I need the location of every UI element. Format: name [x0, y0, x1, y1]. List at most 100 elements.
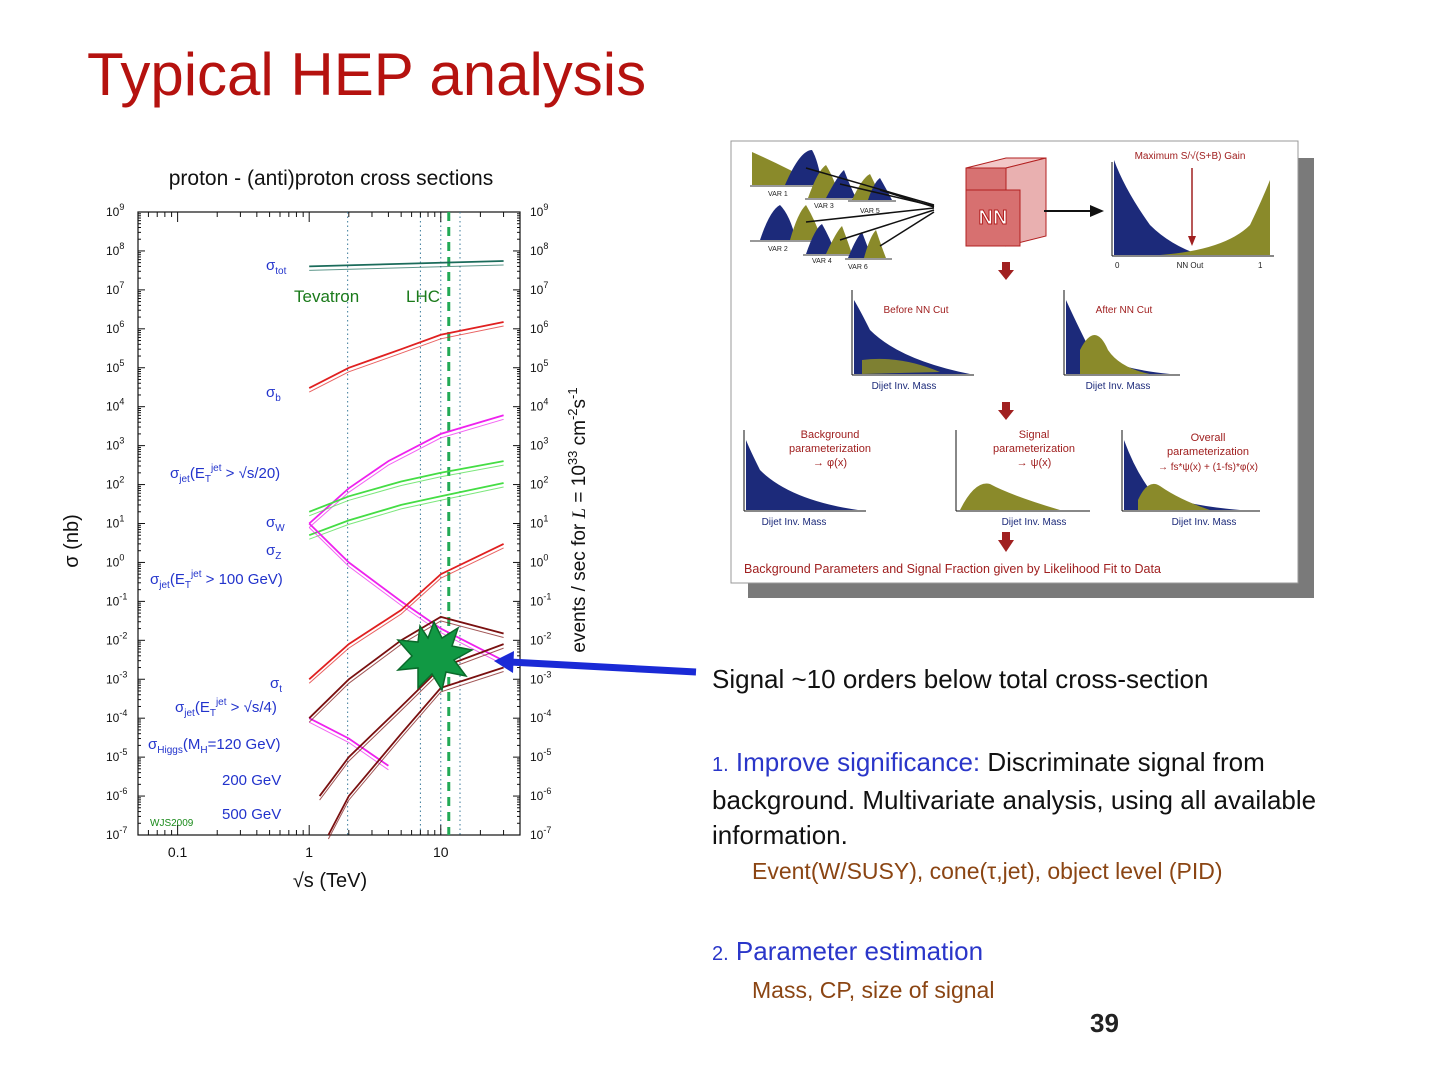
- before-cut-label: Before NN Cut: [883, 305, 948, 316]
- y-tick-label: 10-5: [106, 747, 127, 764]
- label-higgs-200: 200 GeV: [222, 772, 281, 789]
- label-sigma-jet-20: σjet(ETjet > √s/20): [170, 463, 280, 485]
- series-line-1: [308, 321, 504, 389]
- y-tick-label-right: 10-4: [530, 708, 551, 725]
- series-band-0: [309, 264, 504, 271]
- item-2-highlight: Parameter estimation: [735, 936, 984, 966]
- cross-section-chart: proton - (anti)proton cross sections 109…: [61, 167, 697, 892]
- var-plot-6: VAR 6: [845, 230, 892, 271]
- y-tick-label-right: 10-5: [530, 747, 551, 764]
- label-sigma-jet-4: σjet(ETjet > √s/4): [175, 697, 277, 719]
- lhc-label: LHC: [406, 287, 440, 306]
- before-cut-plot: Before NN Cut Dijet Inv. Mass: [851, 290, 974, 392]
- var-label-4: VAR 4: [812, 258, 832, 265]
- var-label-2: VAR 2: [768, 246, 788, 253]
- input-arrows: [805, 167, 935, 247]
- list-item-2: 2. Parameter estimation: [712, 934, 1372, 972]
- series-line-6: [308, 543, 504, 680]
- series-band-5: [308, 527, 504, 666]
- series-band-6: [308, 547, 504, 684]
- x-tick-label: 10: [433, 844, 449, 860]
- series-line-4: [308, 482, 504, 537]
- series-line-7: [308, 717, 389, 767]
- label-sigma-higgs: σHiggs(MH=120 GeV): [148, 736, 281, 756]
- y-tick-label: 10-3: [106, 669, 127, 686]
- series-band-2: [308, 418, 504, 528]
- overall-dijet-label: Dijet Inv. Mass: [1172, 517, 1237, 528]
- series-line-9: [318, 643, 504, 797]
- bkg-param-line-1: Background: [801, 429, 860, 441]
- item-2-sub: Mass, CP, size of signal: [752, 977, 995, 1003]
- y-tick-label: 10-7: [106, 825, 127, 842]
- bkg-dijet-label: Dijet Inv. Mass: [762, 517, 827, 528]
- y-tick-label: 10-2: [106, 630, 127, 647]
- x-ticks: 0.1 1 10: [147, 212, 505, 860]
- series-line-10: [327, 666, 504, 836]
- bkg-param-plot: Background parameterization → φ(x) Dijet…: [743, 429, 871, 528]
- sig-param-line-2: parameterization: [993, 443, 1075, 455]
- series-band-1: [308, 325, 504, 393]
- nn-box-icon: NN: [965, 157, 1047, 247]
- nn-out-0: 0: [1115, 261, 1120, 270]
- var-label-1: VAR 1: [768, 191, 788, 198]
- series-band-9: [319, 647, 504, 801]
- y-axis-label-right: events / sec for L = 1033 cm-2s-1: [565, 387, 590, 652]
- credit-label: WJS2009: [150, 818, 194, 829]
- nn-footer: Background Parameters and Signal Fractio…: [744, 562, 1161, 576]
- gain-title: Maximum S/√(S+B) Gain: [1135, 150, 1246, 162]
- after-cut-label: After NN Cut: [1096, 305, 1153, 316]
- series-band-7: [308, 721, 389, 771]
- nn-analysis-diagram: VAR 1 VAR 2 VAR 3 VAR 4 VAR 5: [730, 140, 1314, 598]
- y-tick-label-right: 10-2: [530, 630, 551, 647]
- overall-param-plot: Overall parameterization → fs*ψ(x) + (1-…: [1121, 430, 1260, 528]
- overall-param-line-1: Overall: [1191, 432, 1226, 444]
- after-dijet-label: Dijet Inv. Mass: [1086, 381, 1151, 392]
- overall-param-line-2: parameterization: [1167, 446, 1249, 458]
- series-line-2: [308, 414, 504, 525]
- nn-box-label: NN: [979, 207, 1008, 229]
- var-plot-1: VAR 1: [750, 150, 825, 198]
- series-band-10: [327, 671, 504, 840]
- list-item-1: 1. Improve significance: Discriminate si…: [712, 745, 1372, 853]
- sig-param-plot: Signal parameterization → ψ(x) Dijet Inv…: [955, 429, 1090, 528]
- sig-param-line-1: Signal: [1019, 429, 1050, 441]
- overall-param-line-3: → fs*ψ(x) + (1-fs)*φ(x): [1158, 462, 1258, 473]
- y-tick-label-right: 10-6: [530, 786, 551, 803]
- y-tick-label-right: 10-7: [530, 825, 551, 842]
- flow-arrows: [998, 262, 1014, 552]
- label-sigma-t: σt: [270, 675, 282, 695]
- var-plots: VAR 1 VAR 2 VAR 3 VAR 4 VAR 5: [750, 150, 896, 271]
- item-1-highlight: Improve significance:: [735, 747, 981, 777]
- sig-param-line-3: → ψ(x): [1017, 457, 1052, 469]
- y-tick-label: 10-4: [106, 708, 127, 725]
- slide-title: Typical HEP analysis: [87, 41, 647, 108]
- signal-statement: Signal ~10 orders below total cross-sect…: [712, 664, 1209, 694]
- item-1-number: 1.: [712, 754, 729, 776]
- bkg-param-line-2: parameterization: [789, 443, 871, 455]
- y-tick-label-right: 10-3: [530, 669, 551, 686]
- nn-to-gain-arrowhead: [1090, 205, 1104, 217]
- after-cut-plot: After NN Cut Dijet Inv. Mass: [1063, 290, 1180, 392]
- series-band-3: [309, 464, 504, 517]
- series-line-0: [309, 260, 504, 268]
- var-plot-4: VAR 4: [803, 224, 858, 265]
- pointer-arrow-head: [494, 651, 514, 673]
- label-higgs-500: 500 GeV: [222, 806, 281, 823]
- signal-star-icon: [395, 620, 475, 692]
- var-label-3: VAR 3: [814, 203, 834, 210]
- y-ticks-left: 10910810710610510410310210110010-110-210…: [106, 202, 145, 842]
- var-label-5: VAR 5: [860, 208, 880, 215]
- tevatron-label: Tevatron: [294, 287, 359, 306]
- nn-out-1: 1: [1258, 261, 1263, 270]
- nn-out-label: NN Out: [1177, 261, 1204, 270]
- series-band-8: [308, 620, 504, 723]
- page-number: 39: [1090, 1008, 1119, 1038]
- sig-dijet-label: Dijet Inv. Mass: [1002, 517, 1067, 528]
- item-1-text: Discriminate signal from background. Mul…: [712, 747, 1317, 850]
- chart-title: proton - (anti)proton cross sections: [169, 167, 493, 190]
- item-1-sub: Event(W/SUSY), cone(τ,jet), object level…: [752, 858, 1223, 884]
- item-2-number: 2.: [712, 943, 729, 965]
- gain-plot: Maximum S/√(S+B) Gain 0 NN Out 1: [1111, 150, 1274, 270]
- y-tick-label: 10-6: [106, 786, 127, 803]
- x-tick-label: 1: [305, 844, 313, 860]
